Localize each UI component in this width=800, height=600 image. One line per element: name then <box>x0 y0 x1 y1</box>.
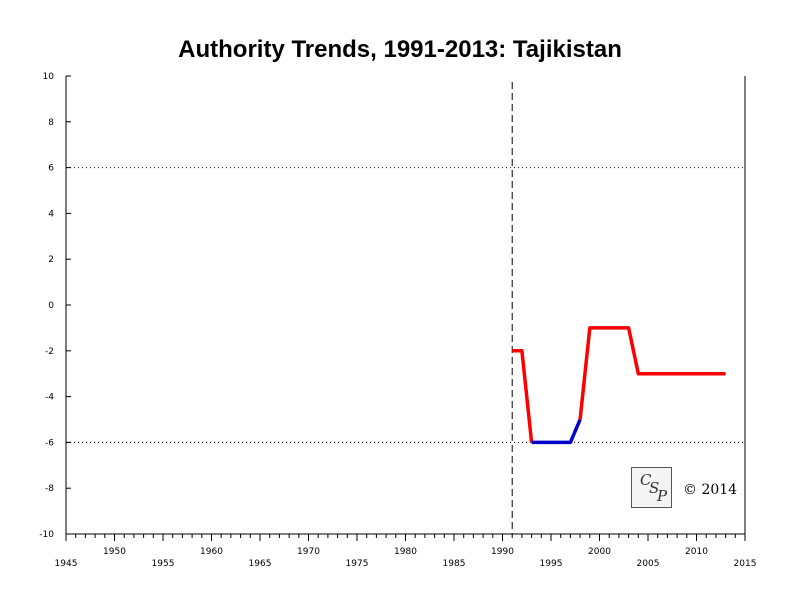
y-tick-label: 10 <box>43 72 55 82</box>
x-tick-label: 1945 <box>55 559 78 569</box>
y-tick-label: -8 <box>45 484 54 494</box>
x-tick-label: 1960 <box>200 547 223 557</box>
y-tick-label: -6 <box>45 438 54 448</box>
y-tick-label: 2 <box>48 255 54 265</box>
y-tick-label: -10 <box>39 530 54 540</box>
x-tick-label: 1950 <box>103 547 126 557</box>
x-axis: 1945 1955 1965 1975 1985 1995 2005 2015 1950 1960… <box>55 534 757 569</box>
x-tick-label: 2010 <box>685 547 708 557</box>
y-tick-label: 8 <box>48 118 54 128</box>
y-tick-label: -4 <box>45 393 54 403</box>
x-tick-label: 1980 <box>394 547 417 557</box>
reference-lines <box>66 82 745 534</box>
x-tick-label: 1975 <box>346 559 369 569</box>
series-lines <box>512 326 726 445</box>
y-tick-label: 4 <box>48 209 54 219</box>
series-line <box>531 418 582 445</box>
x-tick-label: 1955 <box>152 559 175 569</box>
x-tick-label: 1985 <box>443 559 466 569</box>
csp-logo: C S P <box>631 467 672 508</box>
plot-frame <box>65 76 746 535</box>
y-axis: 10 8 6 4 2 0 -2 -4 -6 -8 -10 <box>39 72 71 540</box>
y-tick-label: 6 <box>48 164 54 174</box>
x-tick-label: 1970 <box>297 547 320 557</box>
chart-title: Authority Trends, 1991-2013: Tajikistan <box>178 36 622 63</box>
x-tick-label: 2015 <box>734 559 757 569</box>
x-tick-label: 1990 <box>491 547 514 557</box>
y-tick-label: 0 <box>48 301 54 311</box>
y-tick-label: -2 <box>45 347 54 357</box>
x-tick-label: 2000 <box>588 547 611 557</box>
x-tick-label: 2005 <box>637 559 660 569</box>
series-line <box>512 349 534 443</box>
copyright-text: © 2014 <box>683 482 738 498</box>
x-tick-label: 1995 <box>540 559 563 569</box>
x-tick-label: 1965 <box>249 559 272 569</box>
series-line <box>578 326 726 420</box>
